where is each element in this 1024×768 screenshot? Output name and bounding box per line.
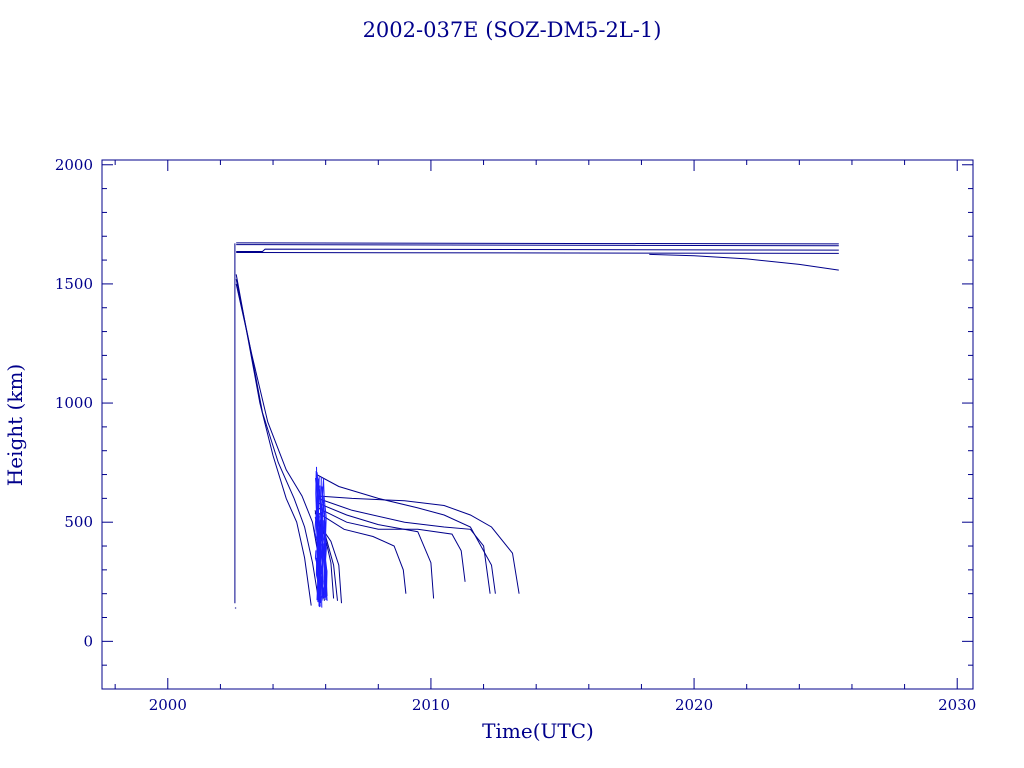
debris-spike-line <box>322 520 328 598</box>
series-layer <box>234 242 839 609</box>
y-tick-label: 0 <box>83 632 93 650</box>
series-line <box>235 274 312 606</box>
y-tick-label: 2000 <box>55 156 93 174</box>
x-tick-label: 2010 <box>412 696 450 714</box>
axis-tick-labels: 2000 2010 2020 2030 0 500 1000 1500 2000 <box>55 156 976 714</box>
y-tick-label: 1000 <box>55 394 93 412</box>
plot-frame <box>101 159 974 690</box>
series-line <box>235 283 325 601</box>
series-line <box>236 244 839 247</box>
axis-ticks <box>102 160 973 690</box>
debris-spike-line <box>319 485 324 601</box>
y-axis-label: Height (km) <box>3 364 27 486</box>
y-tick-label: 500 <box>64 513 93 531</box>
series-line <box>317 495 520 594</box>
series-line <box>649 253 839 271</box>
debris-spike-line <box>315 524 321 600</box>
debris-spike-line <box>322 495 327 595</box>
chart-title: 2002-037E (SOZ-DM5-2L-1) <box>363 18 662 42</box>
series-line <box>236 252 839 254</box>
series-line <box>317 512 407 594</box>
series-line <box>236 248 839 252</box>
x-tick-label: 2020 <box>675 696 713 714</box>
x-axis-label: Time(UTC) <box>482 719 594 743</box>
series-line <box>317 502 435 599</box>
y-tick-label: 1500 <box>55 275 93 293</box>
x-tick-label: 2030 <box>938 696 976 714</box>
debris-spike-line <box>316 478 321 603</box>
series-line <box>317 507 466 582</box>
series-line <box>235 278 320 604</box>
debris-spike-line <box>321 480 327 598</box>
x-tick-label: 2000 <box>149 696 187 714</box>
series-line <box>316 474 496 594</box>
series-line <box>236 242 839 245</box>
series-line <box>317 497 491 594</box>
